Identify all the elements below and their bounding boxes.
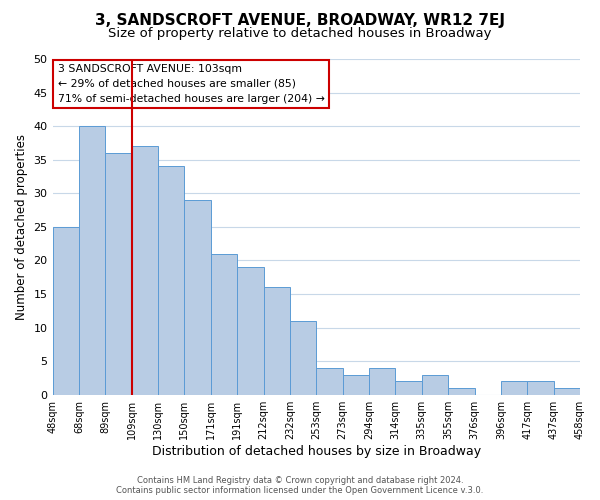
Bar <box>343 374 369 394</box>
Bar <box>448 388 475 394</box>
Bar <box>501 382 527 394</box>
Bar <box>105 153 131 394</box>
Bar <box>79 126 105 394</box>
Bar <box>211 254 237 394</box>
Bar <box>316 368 343 394</box>
X-axis label: Distribution of detached houses by size in Broadway: Distribution of detached houses by size … <box>152 444 481 458</box>
Bar <box>131 146 158 394</box>
Text: 3, SANDSCROFT AVENUE, BROADWAY, WR12 7EJ: 3, SANDSCROFT AVENUE, BROADWAY, WR12 7EJ <box>95 12 505 28</box>
Bar <box>184 200 211 394</box>
Y-axis label: Number of detached properties: Number of detached properties <box>15 134 28 320</box>
Bar <box>263 288 290 395</box>
Bar <box>554 388 580 394</box>
Bar <box>369 368 395 394</box>
Bar <box>290 321 316 394</box>
Bar <box>422 374 448 394</box>
Bar <box>53 227 79 394</box>
Bar <box>527 382 554 394</box>
Bar <box>237 267 263 394</box>
Bar <box>395 382 422 394</box>
Text: Size of property relative to detached houses in Broadway: Size of property relative to detached ho… <box>108 28 492 40</box>
Bar <box>158 166 184 394</box>
Text: 3 SANDSCROFT AVENUE: 103sqm
← 29% of detached houses are smaller (85)
71% of sem: 3 SANDSCROFT AVENUE: 103sqm ← 29% of det… <box>58 64 325 104</box>
Text: Contains HM Land Registry data © Crown copyright and database right 2024.
Contai: Contains HM Land Registry data © Crown c… <box>116 476 484 495</box>
